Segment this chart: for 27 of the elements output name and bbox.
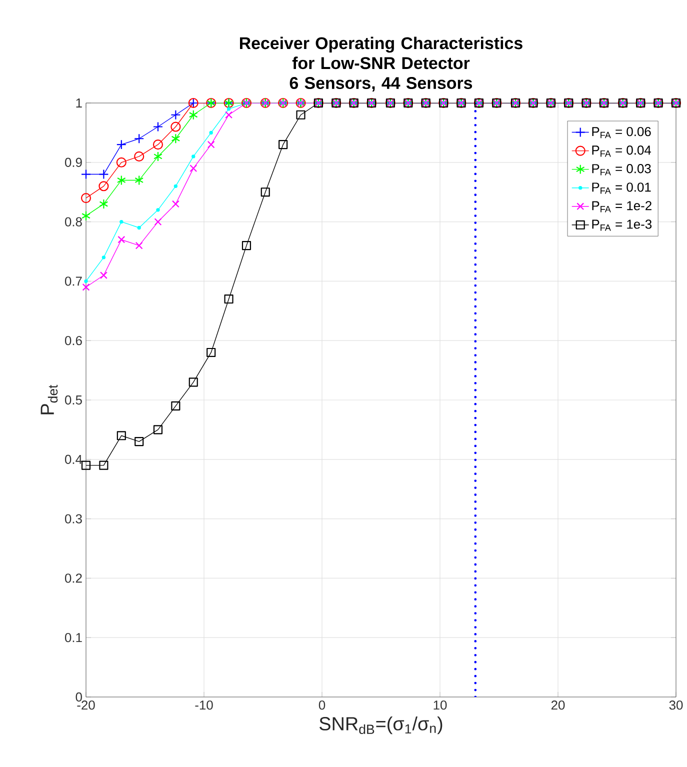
x-tick-label: 30 <box>670 700 683 710</box>
y-tick-label: 0.9 <box>65 158 82 167</box>
legend-label: P$_{FA}$ = 0.04 <box>592 146 652 157</box>
y-tick-label: 0.6 <box>65 336 82 346</box>
x-tick-label: -20 <box>77 700 96 710</box>
y-tick-label: 0.7 <box>65 276 82 286</box>
legend-label: P$_{FA}$ = 1e-2 <box>592 201 652 212</box>
y-tick-label: 0.2 <box>65 574 82 583</box>
x-tick-label: 10 <box>434 700 447 710</box>
x-tick-label: -10 <box>195 700 214 710</box>
chart-subtitle: 6 Sensors, 44 Sensors <box>290 77 472 92</box>
legend-label: P$_{FA}$ = 1e-3 <box>592 220 652 231</box>
legend-label: P$_{FA}$ = 0.01 <box>592 182 651 194</box>
y-tick-label: 0.4 <box>65 454 82 464</box>
x-tick-label: 0 <box>319 700 326 710</box>
y-tick-label: 1 <box>76 98 82 108</box>
chart-title: Receiver Operating Characteristics for Low-SNR Detector <box>240 36 523 70</box>
y-tick-label: 0 <box>76 692 82 702</box>
y-tick-label: 0.8 <box>65 217 82 226</box>
y-tick-label: 0.5 <box>65 395 82 405</box>
y-tick-label: 0.1 <box>65 633 82 642</box>
x-tick-label: 20 <box>552 700 565 710</box>
legend-label: P$_{FA}$ = 0.06 <box>592 127 652 138</box>
legend-label: P$_{FA}$ = 0.03 <box>592 164 652 176</box>
x-axis-title: SNR$_{dB}$=(σ$_{1}$/σ$_{n}$) <box>320 716 442 734</box>
y-tick-label: 0.3 <box>65 514 82 524</box>
y-axis-title: P$_{det}$ <box>41 384 58 414</box>
